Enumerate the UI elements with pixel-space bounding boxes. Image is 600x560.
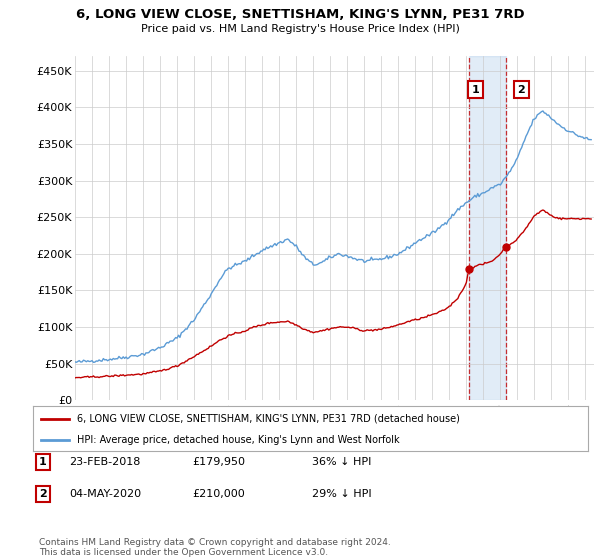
Text: 23-FEB-2018: 23-FEB-2018 [69, 457, 140, 467]
Text: 2: 2 [517, 85, 525, 95]
Bar [469, 56, 506, 400]
Text: 6, LONG VIEW CLOSE, SNETTISHAM, KING'S LYNN, PE31 7RD: 6, LONG VIEW CLOSE, SNETTISHAM, KING'S L… [76, 8, 524, 21]
Text: Price paid vs. HM Land Registry's House Price Index (HPI): Price paid vs. HM Land Registry's House … [140, 24, 460, 34]
Text: 04-MAY-2020: 04-MAY-2020 [69, 489, 141, 499]
Text: 6, LONG VIEW CLOSE, SNETTISHAM, KING'S LYNN, PE31 7RD (detached house): 6, LONG VIEW CLOSE, SNETTISHAM, KING'S L… [77, 413, 460, 423]
Text: HPI: Average price, detached house, King's Lynn and West Norfolk: HPI: Average price, detached house, King… [77, 435, 400, 445]
Text: Contains HM Land Registry data © Crown copyright and database right 2024.
This d: Contains HM Land Registry data © Crown c… [39, 538, 391, 557]
Text: 1: 1 [39, 457, 47, 467]
Text: 1: 1 [472, 85, 479, 95]
Text: £210,000: £210,000 [192, 489, 245, 499]
Text: 36% ↓ HPI: 36% ↓ HPI [312, 457, 371, 467]
Text: 29% ↓ HPI: 29% ↓ HPI [312, 489, 371, 499]
Text: £179,950: £179,950 [192, 457, 245, 467]
Text: 2: 2 [39, 489, 47, 499]
